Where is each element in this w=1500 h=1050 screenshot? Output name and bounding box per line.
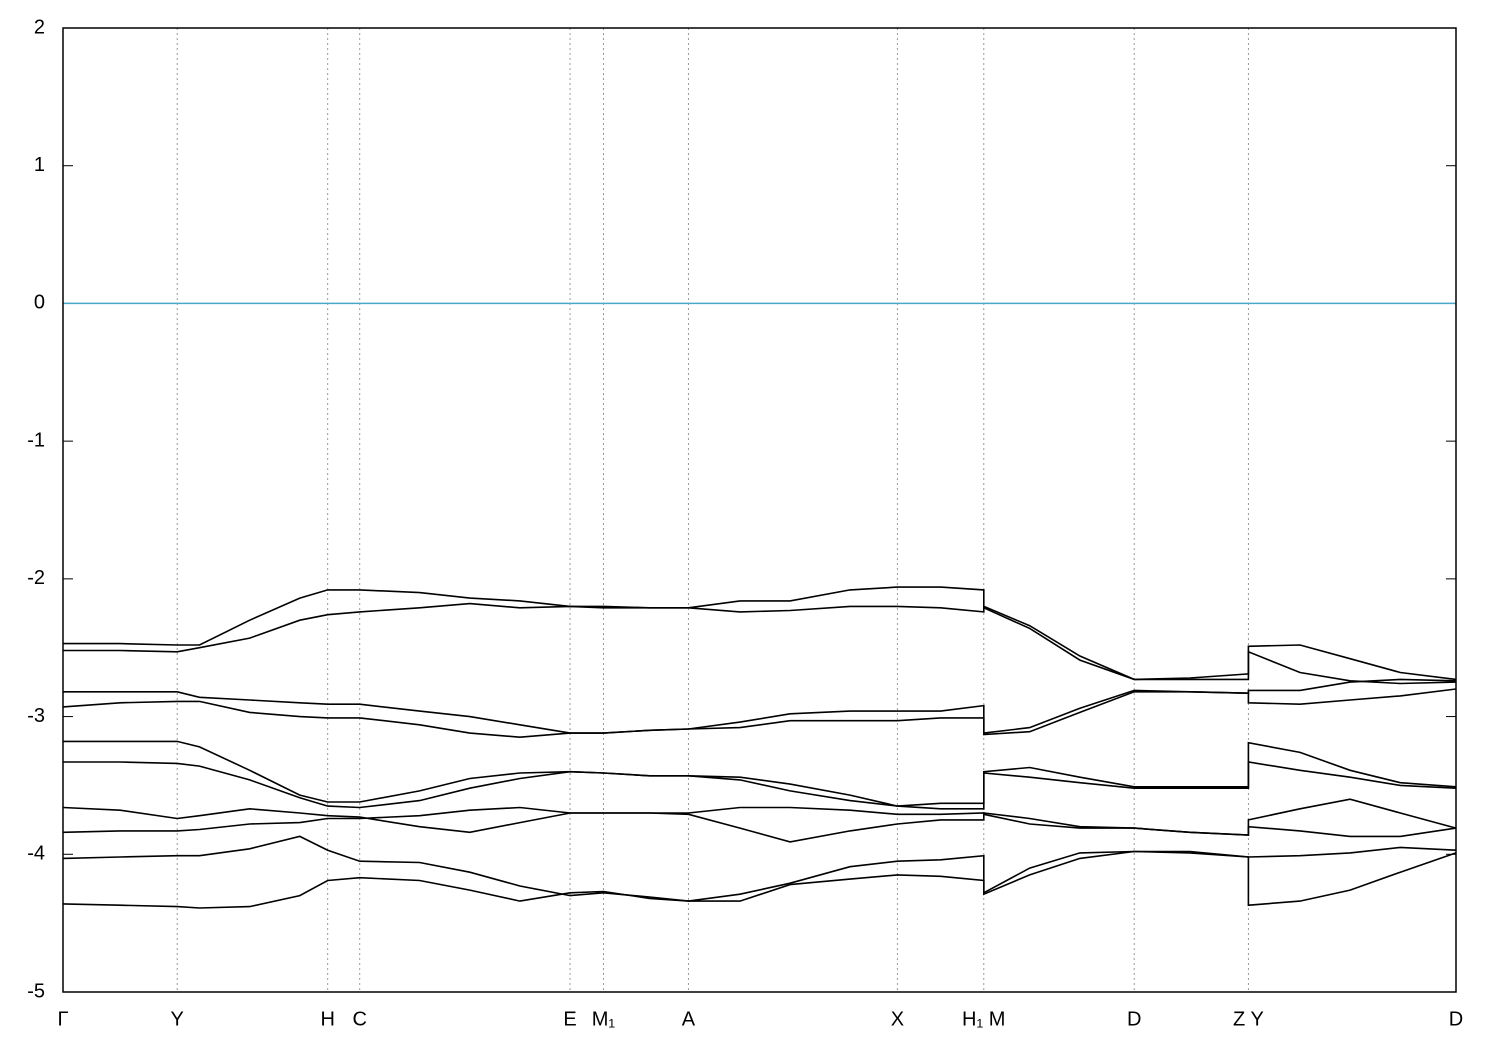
band-line	[63, 586, 1457, 681]
plot-frame	[62, 27, 1457, 993]
x-tick-label: Γ	[57, 1008, 68, 1030]
x-tick-label: A	[682, 1008, 696, 1030]
x-tick-label: D	[1449, 1008, 1463, 1030]
y-tick-label: -1	[27, 429, 45, 451]
x-tick-label: M₁	[592, 1008, 616, 1030]
x-tick-label: H₁ M	[962, 1008, 1005, 1030]
x-tick-label: Z Y	[1233, 1008, 1264, 1030]
y-tick-label: -2	[27, 567, 45, 589]
band-line	[63, 740, 1457, 807]
x-tick-label: H	[320, 1008, 334, 1030]
y-tick-label: -5	[27, 980, 45, 1002]
band-line	[62, 835, 1457, 902]
x-tick-label: D	[1127, 1008, 1141, 1030]
band-line	[63, 602, 1457, 685]
band-line	[62, 688, 1457, 739]
y-tick-label: -3	[27, 705, 45, 727]
y-tick-label: 1	[34, 154, 45, 176]
band-line	[62, 850, 1457, 909]
y-tick-label: 2	[34, 16, 45, 38]
y-tick-label: 0	[34, 292, 45, 314]
band-line	[63, 761, 1457, 810]
x-tick-label: Y	[171, 1008, 184, 1030]
x-tick-label: E	[563, 1008, 576, 1030]
x-tick-label: C	[352, 1008, 366, 1030]
y-tick-label: -4	[27, 843, 45, 865]
band-line	[62, 806, 1457, 838]
x-tick-label: X	[891, 1008, 904, 1030]
